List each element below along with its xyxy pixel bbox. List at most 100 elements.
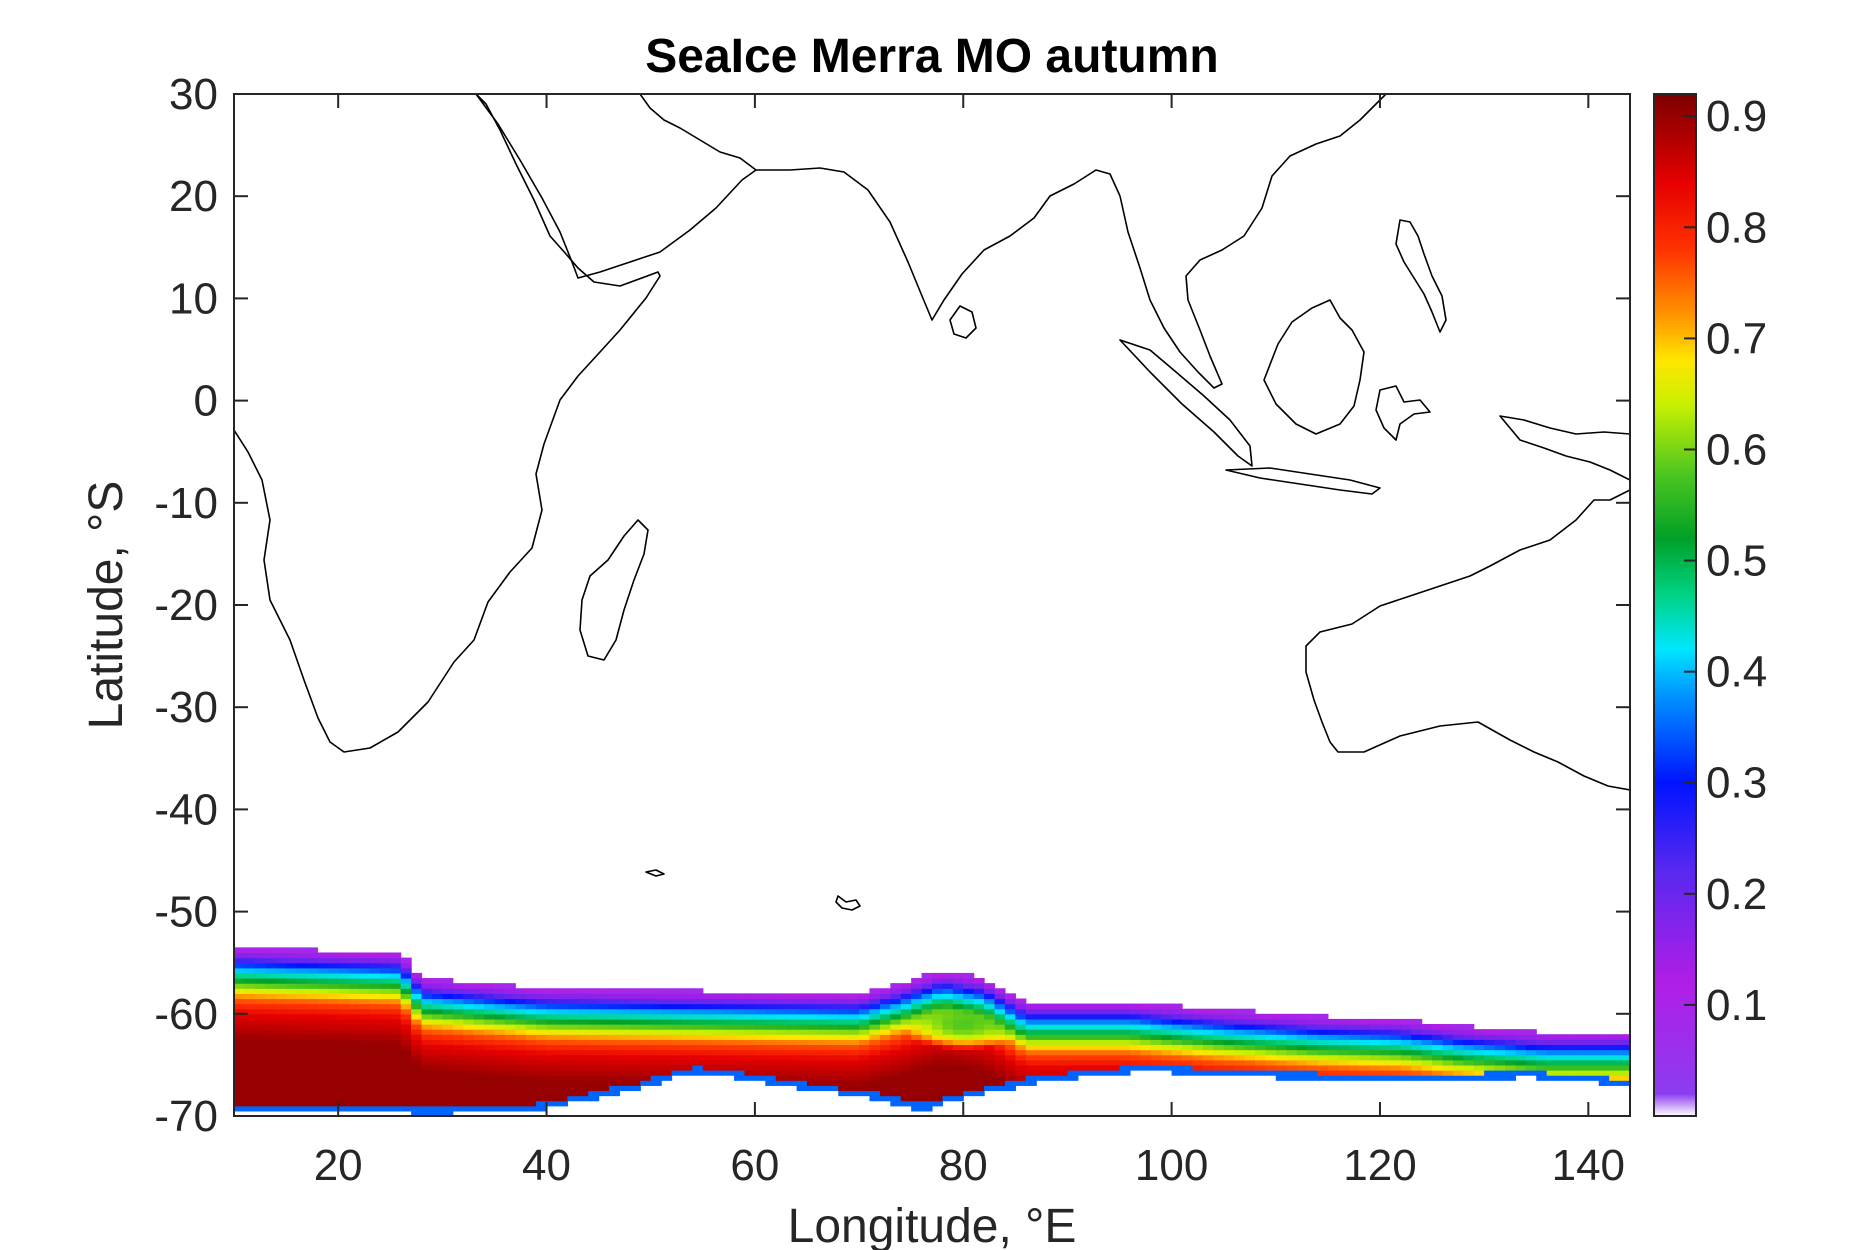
heatmap-cell bbox=[786, 1059, 798, 1066]
heatmap-cell bbox=[1244, 1029, 1256, 1035]
heatmap-cell bbox=[973, 1039, 985, 1046]
heatmap-cell bbox=[504, 1064, 516, 1071]
heatmap-cell bbox=[1015, 1039, 1027, 1046]
heatmap-cell bbox=[984, 1075, 996, 1081]
heatmap-cell bbox=[1129, 1054, 1141, 1061]
heatmap-cell bbox=[317, 957, 329, 964]
heatmap-cell bbox=[306, 1034, 318, 1040]
heatmap-cell bbox=[598, 1029, 610, 1035]
heatmap-cell bbox=[244, 972, 256, 979]
heatmap-cell bbox=[421, 1090, 433, 1097]
heatmap-cell bbox=[390, 1039, 402, 1046]
heatmap-cell bbox=[629, 1064, 641, 1071]
heatmap-cell bbox=[421, 1003, 433, 1010]
heatmap-cell bbox=[254, 1080, 266, 1086]
heatmap-cell bbox=[1129, 1034, 1141, 1040]
heatmap-cell bbox=[452, 1095, 464, 1102]
heatmap-cell bbox=[379, 957, 391, 964]
heatmap-cell bbox=[442, 1090, 454, 1097]
heatmap-cell bbox=[286, 1064, 298, 1071]
heatmap-cell bbox=[806, 1059, 819, 1066]
heatmap-cell bbox=[1400, 1018, 1412, 1025]
heatmap-cell bbox=[1244, 1034, 1256, 1040]
heatmap-cell bbox=[1348, 1054, 1360, 1061]
heatmap-cell bbox=[536, 1090, 548, 1097]
heatmap-cell bbox=[473, 1018, 485, 1025]
heatmap-cell bbox=[1140, 1018, 1152, 1025]
heatmap-cell bbox=[411, 1095, 423, 1102]
heatmap-cell bbox=[650, 1059, 662, 1066]
heatmap-cell bbox=[577, 1054, 589, 1061]
heatmap-cell bbox=[473, 1095, 485, 1102]
heatmap-cell bbox=[1400, 1049, 1412, 1056]
heatmap-cell bbox=[671, 1049, 683, 1056]
heatmap-cell bbox=[723, 1064, 735, 1071]
heatmap-cell bbox=[869, 1090, 881, 1097]
heatmap-cell bbox=[1119, 1024, 1131, 1030]
heatmap-cell bbox=[1307, 1054, 1319, 1061]
heatmap-cell bbox=[859, 1034, 871, 1040]
heatmap-cell bbox=[973, 1013, 985, 1020]
heatmap-cell bbox=[286, 1090, 298, 1097]
heatmap-cell bbox=[1484, 1029, 1496, 1035]
heatmap-cell bbox=[1067, 1064, 1079, 1071]
heatmap-cell bbox=[1609, 1054, 1621, 1061]
heatmap-cell bbox=[400, 998, 412, 1005]
heatmap-cell bbox=[963, 983, 975, 989]
heatmap-cell bbox=[338, 993, 350, 1000]
heatmap-cell bbox=[525, 1085, 537, 1092]
heatmap-cell bbox=[484, 1075, 496, 1081]
heatmap-cell bbox=[921, 1029, 933, 1035]
heatmap-cell bbox=[577, 1034, 589, 1040]
heatmap-cell bbox=[463, 1003, 475, 1010]
heatmap-cell bbox=[1390, 1059, 1402, 1066]
heatmap-cell bbox=[942, 1018, 954, 1025]
heatmap-cell bbox=[921, 1064, 933, 1071]
heatmap-cell bbox=[879, 1008, 891, 1015]
heatmap-cell bbox=[275, 972, 287, 979]
heatmap-cell bbox=[484, 988, 496, 994]
heatmap-cell bbox=[661, 1024, 673, 1030]
heatmap-cell bbox=[400, 1039, 412, 1046]
heatmap-cell bbox=[369, 1105, 381, 1112]
heatmap-cell bbox=[817, 1059, 829, 1066]
heatmap-cell bbox=[598, 1044, 610, 1051]
heatmap-cell bbox=[536, 1054, 548, 1061]
heatmap-cell bbox=[494, 1095, 506, 1102]
heatmap-cell bbox=[1275, 1064, 1287, 1071]
heatmap-cell bbox=[1327, 1018, 1339, 1025]
heatmap-cell bbox=[1286, 1029, 1298, 1035]
heatmap-cell bbox=[1098, 1034, 1110, 1040]
heatmap-cell bbox=[1536, 1054, 1548, 1061]
heatmap-cell bbox=[911, 1049, 923, 1056]
heatmap-cell bbox=[1088, 1008, 1100, 1015]
heatmap-cell bbox=[296, 1044, 308, 1051]
heatmap-cell bbox=[567, 988, 579, 994]
heatmap-cell bbox=[1150, 1054, 1162, 1061]
heatmap-cell bbox=[536, 993, 548, 1000]
heatmap-cell bbox=[1411, 1039, 1423, 1046]
heatmap-cell bbox=[400, 1100, 412, 1107]
heatmap-cell bbox=[546, 1059, 558, 1066]
heatmap-cell bbox=[1317, 1059, 1329, 1066]
heatmap-cell bbox=[1275, 1029, 1287, 1035]
heatmap-cell bbox=[1307, 1024, 1319, 1030]
heatmap-cell bbox=[254, 998, 266, 1005]
heatmap-cell bbox=[411, 1003, 423, 1010]
heatmap-cell bbox=[359, 1064, 371, 1071]
heatmap-cell bbox=[1202, 1024, 1214, 1030]
heatmap-cell bbox=[1150, 1008, 1162, 1015]
heatmap-cell bbox=[296, 1029, 308, 1035]
heatmap-cell bbox=[973, 1034, 985, 1040]
heatmap-cell bbox=[879, 1095, 891, 1102]
heatmap-cell bbox=[400, 957, 412, 964]
heatmap-cell bbox=[1307, 1013, 1319, 1020]
heatmap-cell bbox=[900, 1049, 912, 1056]
heatmap-cell bbox=[661, 1075, 673, 1081]
heatmap-cell bbox=[421, 1049, 433, 1056]
heatmap-cell bbox=[1400, 1034, 1412, 1040]
heatmap-cell bbox=[379, 1034, 391, 1040]
heatmap-cell bbox=[1182, 1064, 1194, 1071]
heatmap-cell bbox=[775, 1044, 787, 1051]
heatmap-cell bbox=[379, 1029, 391, 1035]
